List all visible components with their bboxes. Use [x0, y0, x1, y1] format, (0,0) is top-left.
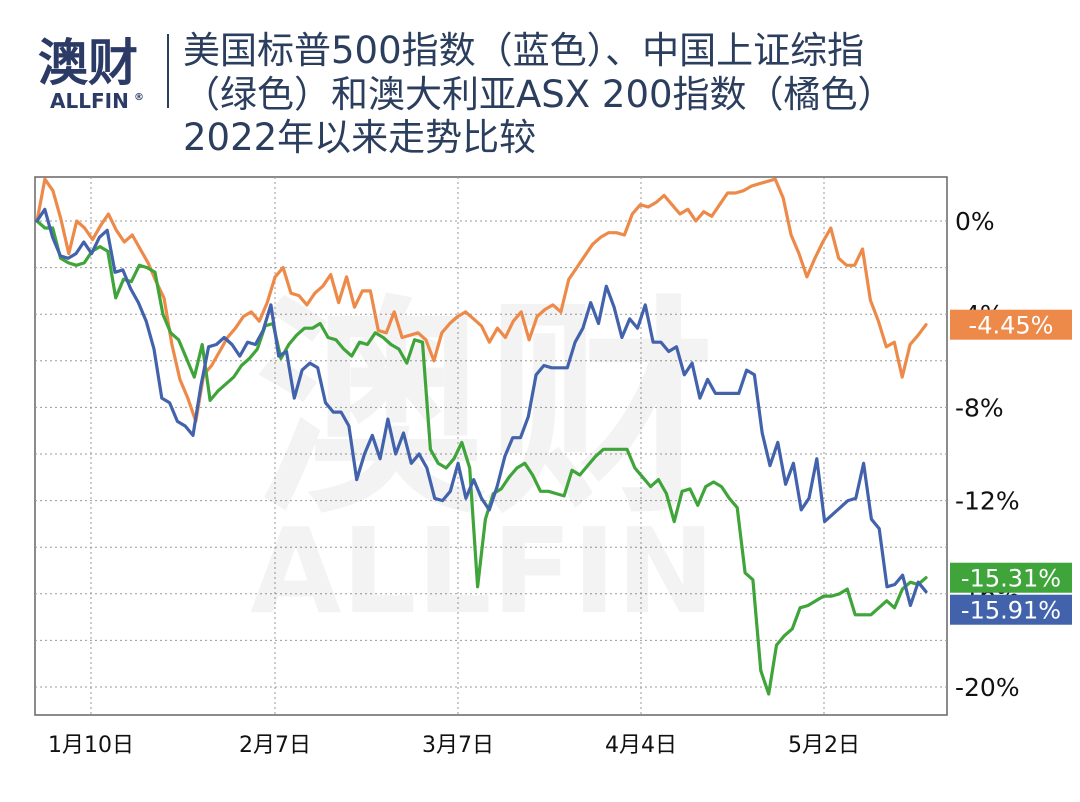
end-label-text: -15.31%	[961, 565, 1061, 593]
grid-lines	[35, 177, 947, 715]
end-label-asx200: -4.45%	[950, 309, 1072, 340]
logo-reg-mark: ®	[134, 92, 144, 103]
end-labels: -4.45% -15.31% -15.91%	[950, 309, 1072, 625]
x-tick-label: 4月4日	[605, 733, 677, 758]
chart-title: 美国标普500指数（蓝色）、中国上证综指 （绿色）和澳大利亚ASX 200指数（…	[183, 29, 895, 159]
y-axis-ticks: 0%-4%-8%-12%-16%-20%	[955, 207, 1020, 702]
title-line-3: 2022年以来走势比较	[183, 116, 536, 159]
end-label-box	[950, 309, 1072, 340]
x-axis-ticks: 1月10日 2月7日 3月7日 4月4日 5月2日	[48, 733, 860, 758]
watermark: 澳财 ALLFIN	[250, 278, 715, 640]
y-tick-label: -8%	[955, 393, 1004, 422]
title-line-1: 美国标普500指数（蓝色）、中国上证综指	[183, 29, 864, 72]
end-label-box	[950, 562, 1072, 593]
x-tick-label: 5月2日	[788, 733, 860, 758]
logo-en-text: ALLFIN	[50, 89, 129, 113]
end-label-shanghai: -15.31%	[950, 562, 1072, 593]
y-tick-label: 0%	[955, 207, 995, 236]
logo: 澳财 ALLFIN ®	[38, 34, 144, 113]
x-tick-label: 1月10日	[48, 733, 134, 758]
title-line-2: （绿色）和澳大利亚ASX 200指数（橘色）	[183, 73, 895, 116]
end-label-box	[950, 594, 1072, 625]
x-tick-label: 2月7日	[239, 733, 311, 758]
end-label-sp500: -15.91%	[950, 594, 1072, 625]
x-tick-label: 3月7日	[422, 733, 494, 758]
y-tick-label: -20%	[955, 673, 1020, 702]
end-label-text: -15.91%	[961, 597, 1061, 625]
logo-cn-text: 澳财	[38, 34, 138, 92]
watermark-en: ALLFIN	[250, 502, 715, 640]
series-line-shanghai	[35, 219, 928, 696]
y-tick-label: -12%	[955, 487, 1020, 516]
end-label-text: -4.45%	[969, 312, 1054, 340]
series-line-sp500	[35, 207, 928, 608]
series-line-asx200	[35, 177, 928, 423]
series-layer	[35, 177, 928, 696]
